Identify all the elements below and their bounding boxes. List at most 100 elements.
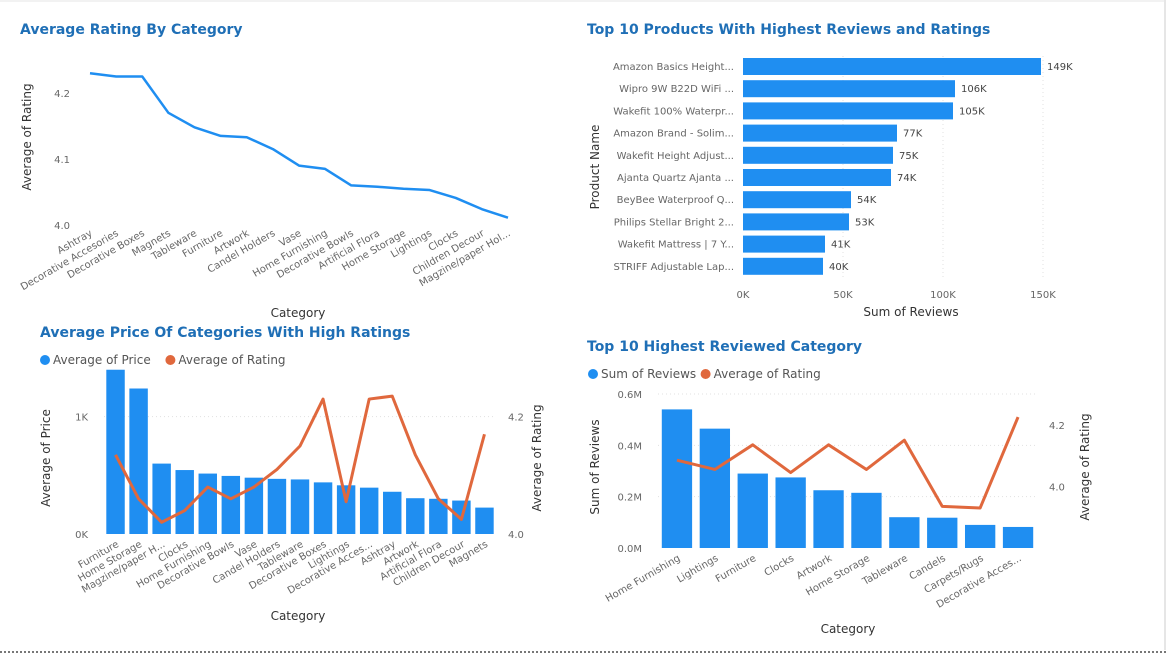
avg-rating-by-category-visual[interactable]: Average Rating By Category 4.0 4.1 4.2 Asht… <box>0 0 560 325</box>
y-tick-label: 4.1 <box>54 155 70 166</box>
data-label: 149K <box>1047 62 1073 73</box>
y2-tick-label: 4.2 <box>508 413 524 424</box>
bar[interactable] <box>737 473 768 548</box>
x-tick-label: Home Furnishing <box>604 553 683 605</box>
bar[interactable] <box>336 485 356 534</box>
data-label: 74K <box>897 173 917 184</box>
chart-title: Average Rating By Category <box>20 22 243 38</box>
avg-price-high-ratings-visual[interactable]: Average Price Of Categories With High Ra… <box>0 318 560 648</box>
y-tick-label: Amazon Basics Height... <box>613 62 734 73</box>
legend-marker <box>700 369 711 379</box>
top10-reviewed-category-visual[interactable]: Top 10 Highest Reviewed Category Sum of … <box>580 332 1160 648</box>
legend-marker <box>588 369 598 379</box>
legend-marker <box>40 355 50 365</box>
bar[interactable] <box>221 475 241 534</box>
x-tick-label: Clocks <box>763 553 797 579</box>
x-tick-label: 100K <box>930 290 956 301</box>
x-axis-title: Category <box>821 622 876 636</box>
bar[interactable] <box>383 491 402 534</box>
bar[interactable] <box>244 477 264 534</box>
chart-title: Top 10 Products With Highest Reviews and… <box>587 22 991 38</box>
bar[interactable] <box>743 124 897 142</box>
top10-products-visual[interactable]: Top 10 Products With Highest Reviews and… <box>580 0 1160 325</box>
bar[interactable] <box>775 477 806 548</box>
y2-tick-label: 4.0 <box>508 530 524 541</box>
y-tick-label: Ajanta Quartz Ajanta ... <box>617 173 734 184</box>
bar[interactable] <box>743 146 893 164</box>
bar[interactable] <box>743 191 851 209</box>
top-border <box>0 0 1166 2</box>
bar[interactable] <box>743 58 1041 75</box>
bar[interactable] <box>313 482 333 534</box>
bar[interactable] <box>743 169 891 186</box>
y-tick-label: 1K <box>75 413 88 424</box>
y-tick-label: STRIFF Adjustable Lap... <box>614 262 734 273</box>
legend-entry[interactable]: Average of Price <box>53 353 151 367</box>
x-tick-label: 150K <box>1030 290 1056 301</box>
x-tick-label: 0K <box>737 290 750 301</box>
y-axis-title: Sum of Reviews <box>588 419 602 514</box>
data-label: 40K <box>829 262 849 273</box>
series-line-avg-rating <box>676 416 1020 510</box>
bar[interactable] <box>743 102 953 120</box>
bar[interactable] <box>889 517 920 548</box>
page-bottom-divider <box>0 651 1166 653</box>
combo-chart-price-rating: Average of Price Average of Rating 0K 1K 4.0… <box>39 353 544 623</box>
y-tick-label: Wipro 9W B22D WiFi ... <box>619 84 734 95</box>
bar[interactable] <box>743 213 849 231</box>
bar[interactable] <box>429 498 448 534</box>
bar[interactable] <box>129 388 148 534</box>
data-label: 106K <box>961 84 987 95</box>
y-tick-label: 0.0M <box>617 544 642 555</box>
bar[interactable] <box>175 470 194 534</box>
y-tick-label: Wakefit Height Adjust... <box>617 151 734 162</box>
bar[interactable] <box>406 498 425 534</box>
y-tick-label: Amazon Brand - Solim... <box>613 129 734 140</box>
bar[interactable] <box>661 409 693 548</box>
bar[interactable] <box>927 517 958 548</box>
x-tick-label: Furniture <box>714 553 758 585</box>
y-axis-title: Average of Price <box>39 409 53 507</box>
data-label: 41K <box>831 240 851 251</box>
legend-entry[interactable]: Sum of Reviews <box>601 367 696 381</box>
chart-title: Top 10 Highest Reviewed Category <box>587 339 863 355</box>
bar[interactable] <box>743 80 955 98</box>
combo-chart-reviews-rating: Sum of Reviews Average of Rating 0.0M 0.2M 0… <box>588 367 1092 636</box>
bar[interactable] <box>290 479 310 534</box>
bar[interactable] <box>813 490 844 548</box>
bar[interactable] <box>699 428 731 548</box>
bar[interactable] <box>964 524 996 548</box>
bar[interactable] <box>1002 526 1034 548</box>
y-tick-label: Wakefit Mattress | 7 Y... <box>618 240 734 251</box>
data-label: 53K <box>855 217 875 228</box>
chart-title: Average Price Of Categories With High Ra… <box>40 325 411 341</box>
y-tick-label: 0.6M <box>617 390 642 401</box>
bar[interactable] <box>475 507 494 534</box>
scrollbar-edge <box>1164 0 1166 650</box>
legend-entry[interactable]: Average of Rating <box>714 367 821 381</box>
bar[interactable] <box>743 257 823 275</box>
y-tick-label: 0K <box>75 530 88 541</box>
bar[interactable] <box>359 487 379 534</box>
y-tick-label: 4.2 <box>54 89 70 100</box>
bar[interactable] <box>267 478 287 534</box>
series-line-avg-rating <box>114 394 486 524</box>
bar[interactable] <box>743 235 825 253</box>
y2-axis-title: Average of Rating <box>1078 413 1092 520</box>
y-tick-label: BeyBee Waterproof Q... <box>617 195 734 206</box>
y2-tick-label: 4.2 <box>1049 421 1065 432</box>
y-tick-label: Philips Stellar Bright 2... <box>614 217 734 228</box>
legend-marker <box>165 355 176 365</box>
bar-chart-top-products: 0K 50K 100K 150K 149K Amazon Basics Height...… <box>588 56 1073 319</box>
y2-axis-title: Average of Rating <box>530 404 544 511</box>
bar[interactable] <box>198 473 217 534</box>
x-tick-label: 50K <box>833 290 853 301</box>
legend-entry[interactable]: Average of Rating <box>178 353 285 367</box>
y-tick-label: 0.2M <box>617 493 642 504</box>
x-axis-title: Category <box>271 609 326 623</box>
bar[interactable] <box>851 492 882 548</box>
series-line-avg-rating <box>89 71 509 219</box>
bar[interactable] <box>106 369 125 534</box>
y2-tick-label: 4.0 <box>1049 482 1065 493</box>
